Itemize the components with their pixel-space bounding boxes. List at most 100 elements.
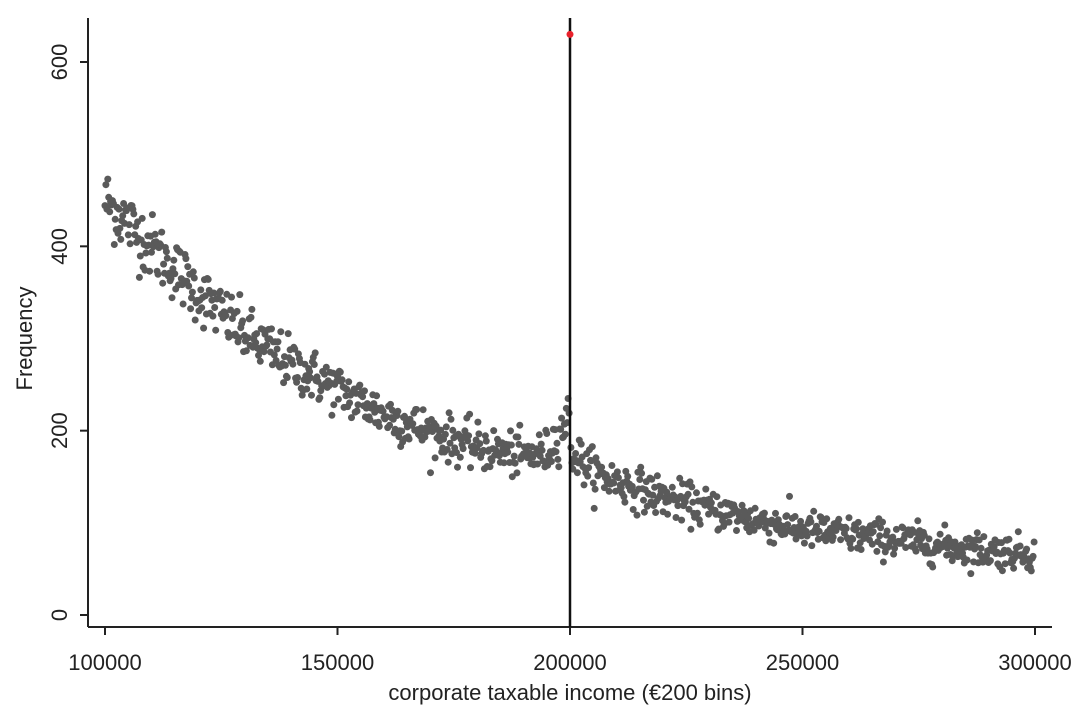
data-point: [854, 518, 862, 526]
data-point: [899, 524, 907, 532]
highlight-point: [566, 30, 574, 38]
data-point: [216, 287, 224, 295]
data-point: [664, 510, 672, 518]
data-point: [883, 527, 891, 535]
data-point: [182, 255, 190, 263]
data-point: [453, 449, 460, 456]
data-point: [696, 520, 704, 528]
data-point: [792, 535, 800, 543]
data-point: [640, 496, 647, 504]
x-ticks: 100000 150000 200000 250000 300000: [68, 627, 1072, 675]
data-point: [189, 268, 197, 276]
data-point: [1016, 542, 1024, 550]
data-point: [684, 490, 692, 498]
data-point: [475, 430, 483, 438]
data-point: [375, 422, 383, 430]
data-point: [419, 406, 427, 414]
data-point: [442, 423, 450, 431]
data-point: [504, 448, 512, 456]
data-point: [170, 256, 178, 264]
data-point: [577, 440, 585, 448]
data-point: [252, 339, 260, 347]
data-point: [191, 316, 199, 324]
data-point: [343, 385, 351, 393]
data-point: [553, 439, 561, 447]
data-point: [204, 275, 212, 283]
data-point: [547, 458, 555, 465]
x-tick-label: 150000: [301, 650, 374, 675]
data-point: [610, 479, 618, 487]
data-point: [190, 274, 198, 282]
data-point: [247, 313, 255, 321]
y-tick-label: 0: [47, 609, 72, 621]
data-point: [733, 527, 740, 534]
data-point: [1030, 538, 1038, 546]
data-point: [797, 517, 805, 525]
data-point: [760, 509, 768, 517]
data-point: [791, 513, 799, 520]
data-point: [672, 514, 680, 521]
data-point: [852, 525, 860, 533]
data-point: [117, 235, 125, 243]
data-point: [1014, 528, 1022, 536]
data-point: [500, 459, 508, 467]
data-point: [346, 399, 354, 407]
data-point: [409, 420, 417, 428]
data-point: [353, 407, 361, 415]
data-point: [677, 492, 685, 500]
data-point: [459, 445, 467, 453]
data-point: [803, 532, 811, 540]
data-point: [977, 544, 985, 552]
data-point: [693, 489, 700, 497]
data-point: [537, 440, 545, 448]
data-point: [702, 485, 710, 493]
data-point: [447, 415, 455, 423]
data-point: [649, 491, 657, 499]
data-point: [464, 437, 472, 445]
data-point: [211, 304, 219, 311]
data-point: [398, 427, 406, 435]
x-tick-label: 200000: [533, 650, 606, 675]
data-point: [138, 214, 146, 222]
data-point: [591, 485, 599, 493]
data-point: [877, 524, 885, 532]
data-point: [158, 228, 166, 236]
data-point: [1010, 564, 1018, 572]
data-point: [507, 441, 515, 449]
data-point: [808, 542, 816, 550]
data-point: [401, 412, 408, 420]
data-point: [185, 282, 193, 290]
data-point: [154, 270, 162, 278]
data-point: [605, 487, 613, 495]
data-point: [431, 454, 439, 462]
data-point: [359, 393, 367, 401]
data-point: [936, 530, 944, 538]
data-point: [810, 507, 818, 515]
data-point: [868, 540, 876, 548]
data-point: [713, 493, 721, 501]
data-point: [621, 498, 629, 506]
data-point: [857, 546, 865, 553]
data-point: [239, 317, 247, 325]
data-point: [136, 252, 144, 260]
data-point: [555, 463, 563, 471]
data-point: [543, 430, 551, 437]
data-point: [135, 273, 143, 281]
data-point: [770, 539, 778, 547]
data-point: [294, 374, 301, 381]
data-point: [126, 240, 134, 248]
data-point: [449, 426, 457, 434]
data-point: [200, 324, 208, 332]
data-point: [466, 410, 474, 418]
data-point: [338, 376, 346, 384]
data-point: [552, 448, 560, 456]
data-point: [187, 305, 195, 313]
data-point: [967, 570, 975, 578]
data-point: [561, 430, 569, 438]
data-point: [891, 544, 899, 552]
data-point: [474, 418, 482, 426]
data-point: [507, 427, 514, 435]
data-point: [308, 391, 315, 399]
data-point: [707, 499, 715, 507]
data-point: [162, 248, 170, 256]
